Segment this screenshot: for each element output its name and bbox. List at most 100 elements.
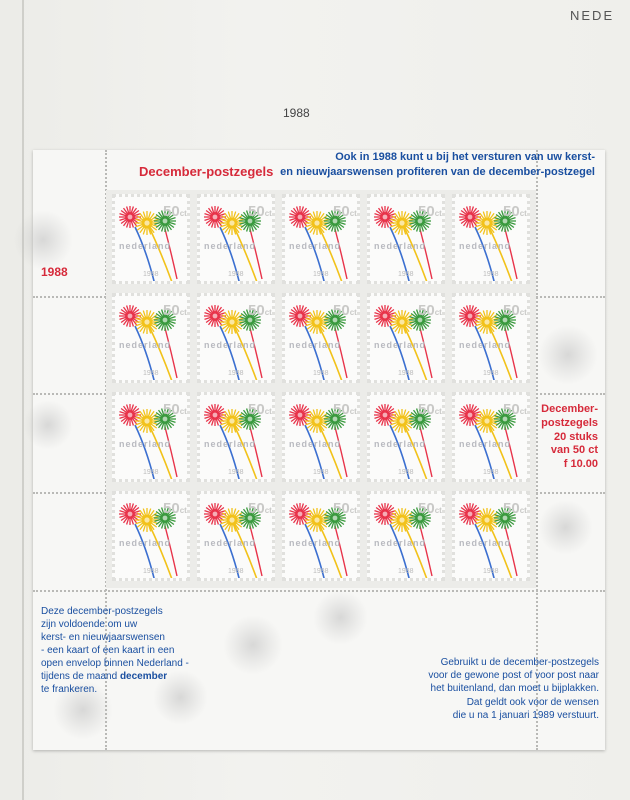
year-header: 1988	[283, 106, 310, 120]
text-line: tijdens de maand december	[41, 670, 221, 683]
stamp-country: nederland	[119, 538, 172, 548]
postage-stamp: 50ct nederland 1988	[197, 194, 275, 284]
stamp-artwork	[204, 206, 263, 281]
stamp-country: nederland	[289, 340, 342, 350]
stamp-country: nederland	[204, 439, 257, 449]
text-line: het buitenland, dan moet u bijplakken.	[430, 683, 599, 695]
stamp-value: 50ct	[163, 203, 187, 220]
stamp-year: 1988	[398, 469, 414, 476]
decorative-burst	[223, 615, 283, 675]
stamp-year: 1988	[313, 568, 329, 575]
stamp-year: 1988	[313, 370, 329, 377]
postage-stamp: 50ct nederland 1988	[112, 293, 190, 383]
stamp-currency: ct	[179, 209, 187, 218]
text-line: zijn voldoende om uw	[41, 619, 138, 630]
postage-stamp: 50ct nederland 1988	[282, 194, 360, 284]
postage-stamp: 50ct nederland 1988	[112, 491, 190, 581]
stamp-currency: ct	[179, 407, 187, 416]
stamp-currency: ct	[519, 308, 527, 317]
text-line: - een kaart of een kaart in een	[41, 645, 175, 656]
postage-stamp: 50ct nederland 1988	[452, 491, 530, 581]
stamp-artwork	[289, 206, 348, 281]
decorative-burst	[53, 680, 113, 740]
postage-stamp: 50ct nederland 1988	[197, 491, 275, 581]
decorative-burst	[153, 670, 208, 725]
postage-stamp: 50ct nederland 1988	[197, 392, 275, 482]
stamp-value: 50ct	[418, 203, 442, 220]
info-line: van 50 ct	[550, 444, 598, 457]
stamp-value: 50ct	[248, 500, 272, 517]
stamp-year: 1988	[398, 271, 414, 278]
stamp-currency: ct	[179, 506, 187, 515]
text-line: Dat geldt ook voor de wensen	[466, 696, 599, 708]
stamp-country: nederland	[459, 439, 512, 449]
usage-text-left: Deze december-postzegels zijn voldoende …	[41, 605, 221, 696]
stamp-year: 1988	[313, 469, 329, 476]
stamp-value: 50ct	[503, 203, 527, 220]
info-line: postzegels	[541, 416, 598, 429]
postage-stamp: 50ct nederland 1988	[452, 293, 530, 383]
stamp-value: 50ct	[503, 500, 527, 517]
stamp-artwork	[204, 404, 263, 479]
decorative-burst	[313, 590, 368, 645]
stamp-artwork	[204, 503, 263, 578]
perforation-line	[536, 150, 538, 750]
decorative-burst	[13, 210, 73, 270]
stamp-artwork	[374, 404, 433, 479]
stamp-country: nederland	[459, 340, 512, 350]
stamp-value: 50ct	[163, 302, 187, 319]
postage-stamp: 50ct nederland 1988	[282, 491, 360, 581]
postage-stamp: 50ct nederland 1988	[112, 392, 190, 482]
country-header: NEDE	[570, 8, 615, 23]
stamp-artwork	[289, 305, 348, 380]
decorative-burst	[538, 325, 598, 385]
stamp-value: 50ct	[333, 302, 357, 319]
stamp-currency: ct	[264, 308, 272, 317]
stamp-artwork	[289, 503, 348, 578]
text-line: te frankeren.	[41, 684, 98, 695]
sheet-price-info: December- postzegels 20 stuks van 50 ct …	[523, 403, 598, 472]
stamp-currency: ct	[434, 407, 442, 416]
stamp-year: 1988	[313, 271, 329, 278]
stamp-year: 1988	[143, 568, 159, 575]
text-line: Gebruikt u de december-postzegels	[440, 657, 599, 668]
stamp-artwork	[374, 503, 433, 578]
sheet-title: December-postzegels	[139, 164, 274, 179]
text-line: voor de gewone post of voor post naar	[428, 670, 599, 682]
postage-stamp: 50ct nederland 1988	[112, 194, 190, 284]
stamp-artwork	[119, 503, 178, 578]
stamp-artwork	[119, 206, 178, 281]
stamp-country: nederland	[289, 241, 342, 251]
decorative-burst	[23, 400, 73, 450]
stamp-artwork	[374, 206, 433, 281]
perforation-line	[33, 590, 605, 592]
stamp-currency: ct	[349, 407, 357, 416]
stamp-country: nederland	[119, 340, 172, 350]
stamp-value: 50ct	[503, 401, 527, 418]
stamp-country: nederland	[119, 241, 172, 251]
stamp-artwork	[374, 305, 433, 380]
text-emphasis: december	[119, 671, 168, 682]
stamp-artwork	[204, 305, 263, 380]
stamp-value: 50ct	[418, 401, 442, 418]
stamp-year: 1988	[398, 370, 414, 377]
stamp-country: nederland	[204, 538, 257, 548]
stamp-year: 1988	[398, 568, 414, 575]
stamp-value: 50ct	[333, 500, 357, 517]
stamp-currency: ct	[434, 209, 442, 218]
sheet-year-label: 1988	[41, 265, 68, 279]
stamp-year: 1988	[483, 370, 499, 377]
text-line: open envelop binnen Nederland -	[41, 658, 189, 669]
stamp-sheet: December-postzegels Ook in 1988 kunt u b…	[13, 150, 605, 750]
stamp-year: 1988	[143, 370, 159, 377]
intro-line: en nieuwjaarswensen profiteren van de de…	[280, 165, 595, 178]
stamp-country: nederland	[374, 538, 427, 548]
stamp-value: 50ct	[248, 401, 272, 418]
stamp-artwork	[119, 404, 178, 479]
stamp-year: 1988	[228, 271, 244, 278]
text-line: kerst- en nieuwjaarswensen	[41, 632, 165, 643]
stamp-block: 50ct nederland 1988 50ct nederland 1988 50ct…	[106, 190, 536, 588]
stamp-value: 50ct	[163, 401, 187, 418]
stamp-year: 1988	[483, 568, 499, 575]
stamp-currency: ct	[264, 506, 272, 515]
